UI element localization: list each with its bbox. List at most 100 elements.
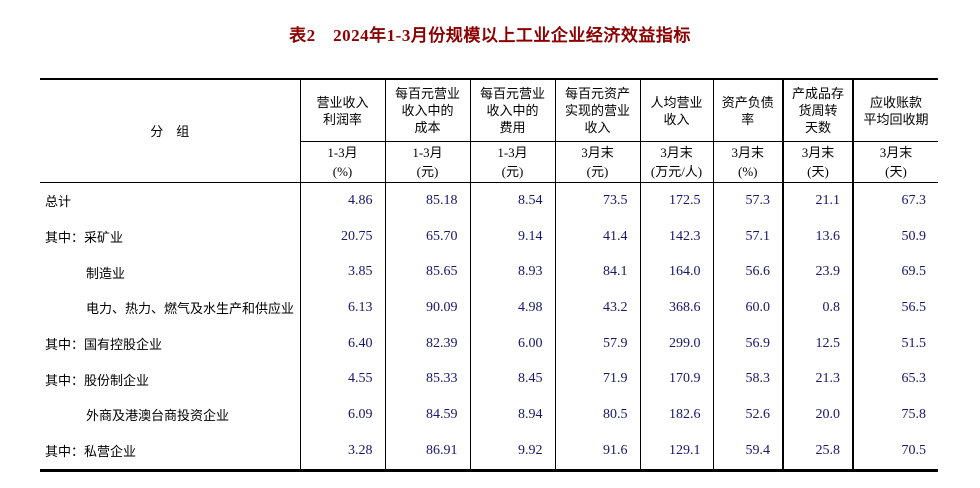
- value-cell: 21.1: [782, 182, 853, 219]
- value-cell: 90.09: [384, 290, 470, 326]
- value-cell: 65.70: [384, 218, 470, 255]
- column-header-inventory-turnover-days: 产成品存 货周转 天数: [782, 79, 853, 142]
- row-label: 外商及港澳台商投资企业: [86, 408, 230, 424]
- value-cell: 75.8: [852, 397, 938, 433]
- value-cell: 182.6: [639, 397, 713, 433]
- value-cell: 8.54: [469, 182, 555, 219]
- value-cell: 4.86: [299, 182, 385, 219]
- value-cell: 86.91: [384, 432, 470, 470]
- value-cell: 164.0: [639, 254, 713, 291]
- table-row-foreign-invested: 外商及港澳台商投资企业 6.09 84.59 8.94 80.5 182.6 5…: [40, 397, 938, 433]
- value-cell: 6.00: [469, 325, 555, 362]
- row-label: 其中：股份制企业: [45, 372, 150, 388]
- value-cell: 58.3: [712, 361, 783, 398]
- value-cell: 73.5: [554, 182, 640, 219]
- value-cell: 13.6: [782, 218, 853, 255]
- value-cell: 8.93: [469, 254, 555, 291]
- value-cell: 84.1: [554, 254, 640, 291]
- value-cell: 3.85: [299, 254, 385, 291]
- value-cell: 4.55: [299, 361, 385, 398]
- column-header-debt-ratio: 资产负债 率: [712, 79, 783, 142]
- table-header: 分 组 营业收入 利润率 每百元营业 收入中的 成本 每百元营业 收入中的 费用…: [40, 79, 938, 183]
- row-label: 电力、热力、燃气及水生产和供应业: [86, 301, 295, 317]
- value-cell: 172.5: [639, 182, 713, 219]
- value-cell: 51.5: [852, 325, 938, 362]
- value-cell: 6.40: [299, 325, 385, 362]
- value-cell: 56.9: [712, 325, 783, 362]
- column-header-expense-per-100: 每百元营业 收入中的 费用: [469, 79, 555, 142]
- value-cell: 71.9: [554, 361, 640, 398]
- value-cell: 4.98: [469, 290, 555, 326]
- value-cell: 56.5: [852, 290, 938, 326]
- value-cell: 85.33: [384, 361, 470, 398]
- value-cell: 85.65: [384, 254, 470, 291]
- period-cell: 1-3月 (元): [384, 141, 470, 183]
- table-row-total: 总计 4.86 85.18 8.54 73.5 172.5 57.3 21.1 …: [40, 182, 938, 219]
- value-cell: 20.75: [299, 218, 385, 255]
- period-cell: 3月末 (%): [712, 141, 783, 183]
- period-cell: 1-3月 (元): [469, 141, 555, 183]
- value-cell: 9.92: [469, 432, 555, 470]
- row-label: 制造业: [86, 265, 126, 281]
- value-cell: 80.5: [554, 397, 640, 433]
- value-cell: 41.4: [554, 218, 640, 255]
- value-cell: 170.9: [639, 361, 713, 398]
- value-cell: 65.3: [852, 361, 938, 398]
- table-row-state-owned: 其中：国有控股企业 6.40 82.39 6.00 57.9 299.0 56.…: [40, 325, 938, 362]
- value-cell: 25.8: [782, 432, 853, 470]
- value-cell: 67.3: [852, 182, 938, 219]
- value-cell: 3.28: [299, 432, 385, 470]
- value-cell: 0.8: [782, 290, 853, 326]
- value-cell: 50.9: [852, 218, 938, 255]
- value-cell: 57.1: [712, 218, 783, 255]
- value-cell: 91.6: [554, 432, 640, 470]
- value-cell: 368.6: [639, 290, 713, 326]
- value-cell: 60.0: [712, 290, 783, 326]
- column-header-receivables-period: 应收账款 平均回收期: [852, 79, 938, 142]
- period-cell: 3月末 (天): [852, 141, 938, 183]
- table-body: 总计 4.86 85.18 8.54 73.5 172.5 57.3 21.1 …: [40, 182, 938, 470]
- value-cell: 299.0: [639, 325, 713, 362]
- header-row-metrics: 分 组 营业收入 利润率 每百元营业 收入中的 成本 每百元营业 收入中的 费用…: [40, 79, 938, 183]
- value-cell: 70.5: [852, 432, 938, 470]
- period-cell: 3月末 (元): [554, 141, 640, 183]
- value-cell: 20.0: [782, 397, 853, 433]
- value-cell: 59.4: [712, 432, 783, 470]
- value-cell: 142.3: [639, 218, 713, 255]
- value-cell: 43.2: [554, 290, 640, 326]
- column-header-profit-margin: 营业收入 利润率: [299, 79, 385, 142]
- value-cell: 85.18: [384, 182, 470, 219]
- value-cell: 84.59: [384, 397, 470, 433]
- page-title: 表2 2024年1-3月份规模以上工业企业经济效益指标: [289, 26, 691, 45]
- column-header-revenue-per-capita: 人均营业 收入: [639, 79, 713, 142]
- period-cell: 3月末 (天): [782, 141, 853, 183]
- value-cell: 56.6: [712, 254, 783, 291]
- value-cell: 129.1: [639, 432, 713, 470]
- value-cell: 69.5: [852, 254, 938, 291]
- table-row-utilities: 电力、热力、燃气及水生产和供应业 6.13 90.09 4.98 43.2 36…: [40, 290, 938, 326]
- period-cell: 1-3月 (%): [299, 141, 385, 183]
- period-cell: 3月末 (万元/人): [639, 141, 713, 183]
- value-cell: 12.5: [782, 325, 853, 362]
- value-cell: 23.9: [782, 254, 853, 291]
- economic-indicators-table: 分 组 营业收入 利润率 每百元营业 收入中的 成本 每百元营业 收入中的 费用…: [40, 78, 938, 472]
- value-cell: 52.6: [712, 397, 783, 433]
- row-label: 其中：采矿业: [45, 230, 124, 246]
- table-row-mining: 其中：采矿业 20.75 65.70 9.14 41.4 142.3 57.1 …: [40, 218, 938, 255]
- value-cell: 82.39: [384, 325, 470, 362]
- table-row-shareholding: 其中：股份制企业 4.55 85.33 8.45 71.9 170.9 58.3…: [40, 361, 938, 398]
- value-cell: 6.09: [299, 397, 385, 433]
- value-cell: 8.45: [469, 361, 555, 398]
- row-label: 其中：国有控股企业: [45, 337, 163, 353]
- value-cell: 21.3: [782, 361, 853, 398]
- value-cell: 9.14: [469, 218, 555, 255]
- row-label: 总计: [45, 194, 72, 210]
- value-cell: 57.9: [554, 325, 640, 362]
- header-row-periods: 1-3月 (%) 1-3月 (元) 1-3月 (元) 3月末 (元) 3月末 (…: [40, 141, 938, 183]
- column-header-revenue-per-assets: 每百元资产 实现的营业 收入: [554, 79, 640, 142]
- value-cell: 57.3: [712, 182, 783, 219]
- value-cell: 6.13: [299, 290, 385, 326]
- table-row-manufacturing: 制造业 3.85 85.65 8.93 84.1 164.0 56.6 23.9…: [40, 254, 938, 291]
- value-cell: 8.94: [469, 397, 555, 433]
- group-header-cell: 分 组: [40, 79, 300, 183]
